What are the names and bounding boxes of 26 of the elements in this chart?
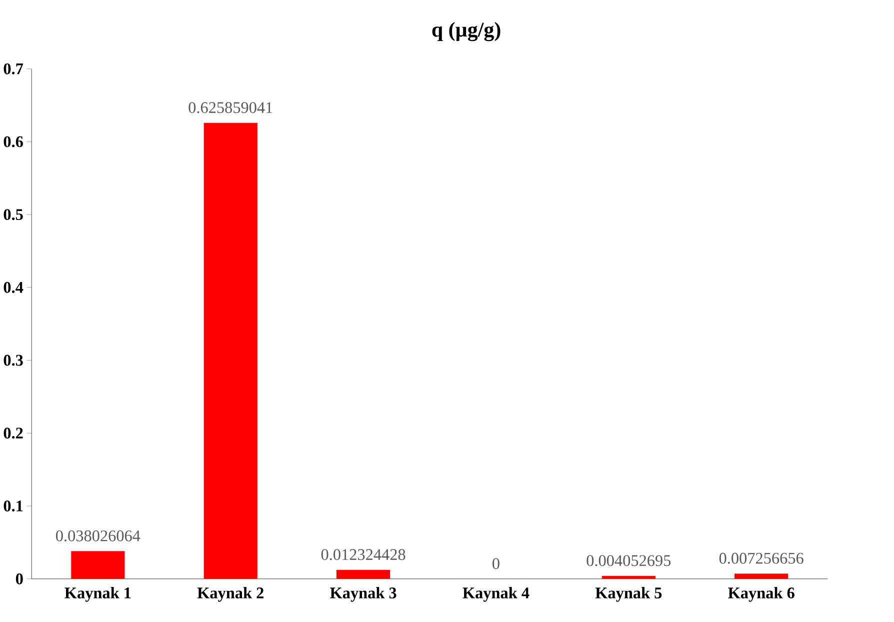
y-tick-label: 0.6: [4, 136, 23, 148]
x-tick-label: Kaynak 5: [595, 587, 662, 602]
data-label: 0.625859041: [188, 102, 272, 114]
bar: [204, 122, 258, 579]
y-tick-label: 0.2: [4, 428, 23, 439]
bar: [602, 576, 656, 579]
data-label: 0.004052695: [586, 555, 671, 566]
y-tick-label: 0: [16, 573, 23, 584]
y-tick-label: 0.4: [4, 282, 24, 293]
chart-title: q (µg/g): [432, 22, 500, 42]
x-tick-label: Kaynak 3: [330, 587, 396, 602]
x-tick-label: Kaynak 6: [728, 587, 794, 602]
data-label: 0.007256656: [719, 552, 804, 564]
data-label: 0: [492, 558, 500, 570]
x-tick-label: Kaynak 1: [64, 587, 131, 602]
y-tick-label: 0.5: [4, 209, 23, 220]
x-tick-label: Kaynak 2: [197, 587, 264, 602]
y-tick-label: 0.7: [4, 63, 24, 74]
bar: [336, 570, 390, 579]
bar: [734, 574, 788, 579]
x-tick-label: Kaynak 4: [462, 587, 530, 602]
bar: [71, 551, 125, 579]
y-tick-label: 0.3: [4, 354, 23, 366]
data-label: 0.038026064: [56, 530, 140, 542]
y-tick-label: 0.1: [4, 500, 23, 512]
data-label: 0.012324428: [321, 549, 406, 560]
